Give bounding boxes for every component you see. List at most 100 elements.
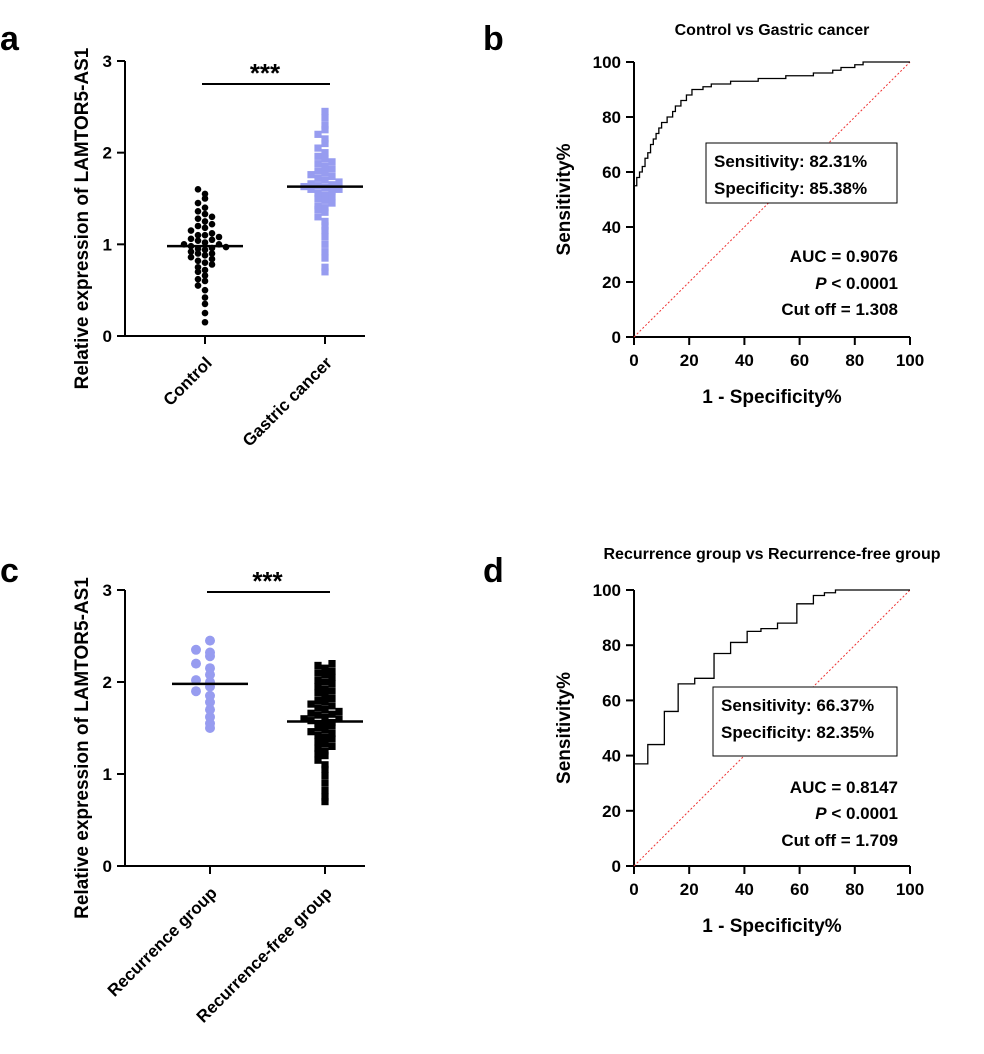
- x-tick-label: Control: [160, 353, 216, 409]
- x-tick-label: 100: [896, 351, 924, 370]
- data-point: [321, 135, 329, 143]
- data-point: [321, 155, 329, 163]
- data-point: [321, 692, 329, 700]
- data-point: [187, 253, 195, 261]
- data-point: [328, 199, 336, 207]
- data-point: [335, 178, 343, 186]
- y-tick-label: 20: [602, 273, 621, 292]
- data-point: [314, 144, 322, 152]
- data-point: [191, 658, 201, 669]
- significance-label: ***: [250, 58, 281, 88]
- cutoff-label: Cut off = 1.308: [781, 300, 898, 319]
- data-point: [321, 162, 329, 171]
- data-point: [194, 263, 202, 271]
- data-point: [201, 309, 209, 317]
- y-tick-label: 60: [602, 691, 621, 710]
- data-point: [205, 704, 215, 715]
- data-point: [328, 710, 336, 718]
- data-point: [307, 185, 315, 193]
- y-tick-label: 3: [103, 581, 112, 600]
- data-point: [201, 300, 209, 308]
- x-tick-label: 20: [680, 351, 699, 370]
- data-point: [314, 696, 322, 704]
- data-point: [300, 715, 308, 723]
- data-point: [321, 217, 329, 226]
- y-axis-label: Relative expression of LAMTOR5-AS1: [72, 47, 93, 389]
- data-point: [335, 715, 343, 723]
- data-point: [314, 724, 322, 732]
- p-symbol: P: [815, 804, 827, 823]
- data-point: [321, 196, 329, 204]
- data-point: [328, 687, 336, 695]
- data-point: [321, 772, 329, 780]
- y-tick-label: 0: [103, 327, 112, 346]
- data-point: [215, 233, 223, 241]
- data-point: [335, 707, 343, 716]
- data-point: [307, 700, 315, 708]
- data-point: [187, 235, 195, 243]
- data-point: [201, 259, 209, 266]
- annotation: Specificity: 85.38%: [714, 179, 867, 198]
- data-point: [201, 224, 209, 232]
- data-point: [321, 204, 329, 212]
- y-tick-label: 60: [602, 163, 621, 182]
- roc-curve: [634, 589, 910, 765]
- annotation-box: [712, 686, 898, 757]
- data-point: [321, 798, 329, 806]
- data-point: [194, 208, 202, 215]
- data-point: [208, 250, 216, 257]
- data-point: [328, 722, 336, 730]
- data-point: [208, 255, 216, 263]
- data-point: [328, 729, 336, 738]
- reference-line: [633, 61, 911, 338]
- data-point: [205, 647, 215, 658]
- data-point: [194, 215, 202, 222]
- data-point: [321, 233, 329, 241]
- data-point: [201, 318, 209, 326]
- data-point: [321, 740, 329, 748]
- data-point: [314, 213, 322, 221]
- data-point: [314, 683, 322, 691]
- x-tick-label: 100: [896, 880, 924, 899]
- data-point: [314, 189, 322, 197]
- data-point: [314, 205, 322, 214]
- data-point: [321, 698, 329, 706]
- y-tick-label: 0: [612, 857, 621, 876]
- data-point: [314, 174, 322, 182]
- y-tick-label: 40: [602, 747, 621, 766]
- data-point: [314, 167, 322, 175]
- data-point: [205, 690, 215, 701]
- y-axis-label: Sensitivity%: [554, 672, 575, 784]
- x-tick-label: Recurrence group: [104, 883, 221, 1000]
- data-point: [321, 793, 329, 801]
- panel-letter: b: [483, 20, 504, 58]
- p-symbol: P: [815, 274, 827, 293]
- data-point: [321, 747, 329, 755]
- data-point: [321, 191, 329, 199]
- data-point: [194, 268, 202, 276]
- data-point: [321, 671, 329, 679]
- p-value: P < 0.0001: [815, 274, 898, 293]
- x-tick-label: 60: [790, 351, 809, 370]
- data-point: [321, 706, 329, 714]
- data-point: [321, 248, 329, 256]
- x-axis-label: 1 - Specificity%: [702, 387, 841, 408]
- data-point: [307, 728, 315, 736]
- data-point: [328, 660, 336, 668]
- p-text: < 0.0001: [827, 274, 898, 293]
- data-point: [328, 181, 336, 189]
- x-tick-label: 80: [845, 351, 864, 370]
- data-point: [321, 761, 329, 769]
- data-point: [194, 282, 202, 289]
- data-point: [328, 735, 336, 743]
- data-point: [314, 152, 322, 160]
- data-point: [321, 678, 329, 686]
- x-tick-label: 40: [735, 351, 754, 370]
- data-point: [201, 204, 209, 211]
- data-point: [205, 711, 215, 722]
- chart-title: Recurrence group vs Recurrence-free grou…: [604, 546, 941, 563]
- p-value: P < 0.0001: [815, 804, 898, 823]
- annotation: Sensitivity: 82.31%: [714, 152, 867, 171]
- data-point: [314, 661, 322, 670]
